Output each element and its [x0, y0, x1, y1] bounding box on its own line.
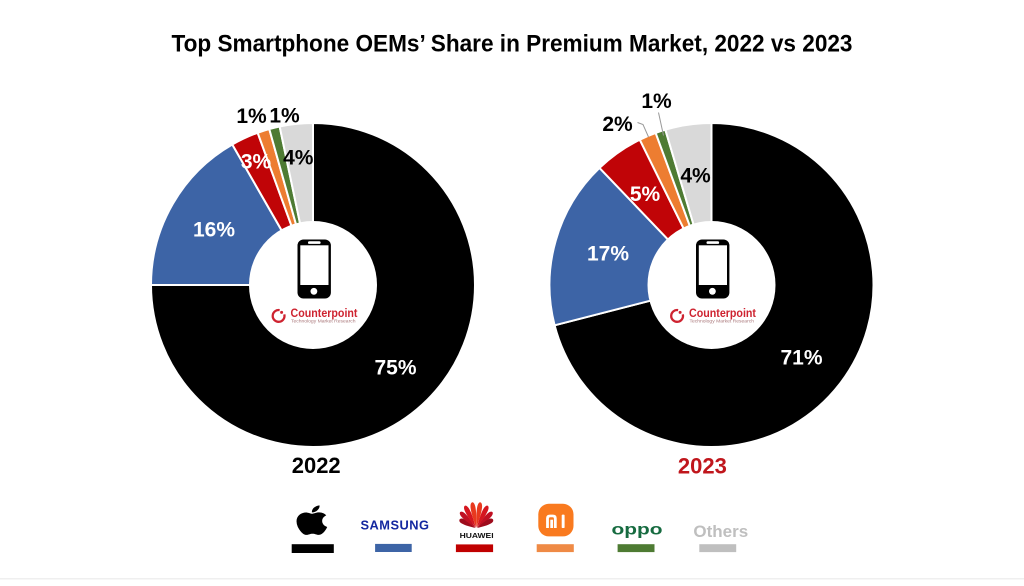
svg-text:1%: 1% [236, 105, 267, 128]
svg-text:2023: 2023 [678, 454, 727, 479]
svg-text:HUAWEI: HUAWEI [460, 531, 494, 540]
svg-text:oppo: oppo [612, 522, 663, 539]
svg-text:16%: 16% [193, 219, 235, 242]
svg-text:Top Smartphone OEMs’ Share in: Top Smartphone OEMs’ Share in Premium Ma… [172, 31, 853, 58]
svg-text:SAMSUNG: SAMSUNG [361, 517, 430, 532]
svg-text:17%: 17% [587, 243, 629, 266]
svg-text:2022: 2022 [292, 453, 341, 478]
svg-text:Others: Others [693, 522, 748, 541]
svg-text:Counterpoint: Counterpoint [291, 306, 358, 320]
svg-text:4%: 4% [283, 147, 314, 170]
svg-text:3%: 3% [241, 151, 272, 174]
svg-text:Technology Market Research: Technology Market Research [291, 319, 356, 325]
svg-text:1%: 1% [269, 105, 300, 128]
svg-text:4%: 4% [680, 165, 711, 188]
svg-text:75%: 75% [374, 357, 416, 380]
svg-text:5%: 5% [630, 183, 661, 206]
svg-text:71%: 71% [780, 347, 822, 370]
svg-text:2%: 2% [602, 113, 633, 136]
svg-text:1%: 1% [641, 90, 672, 113]
